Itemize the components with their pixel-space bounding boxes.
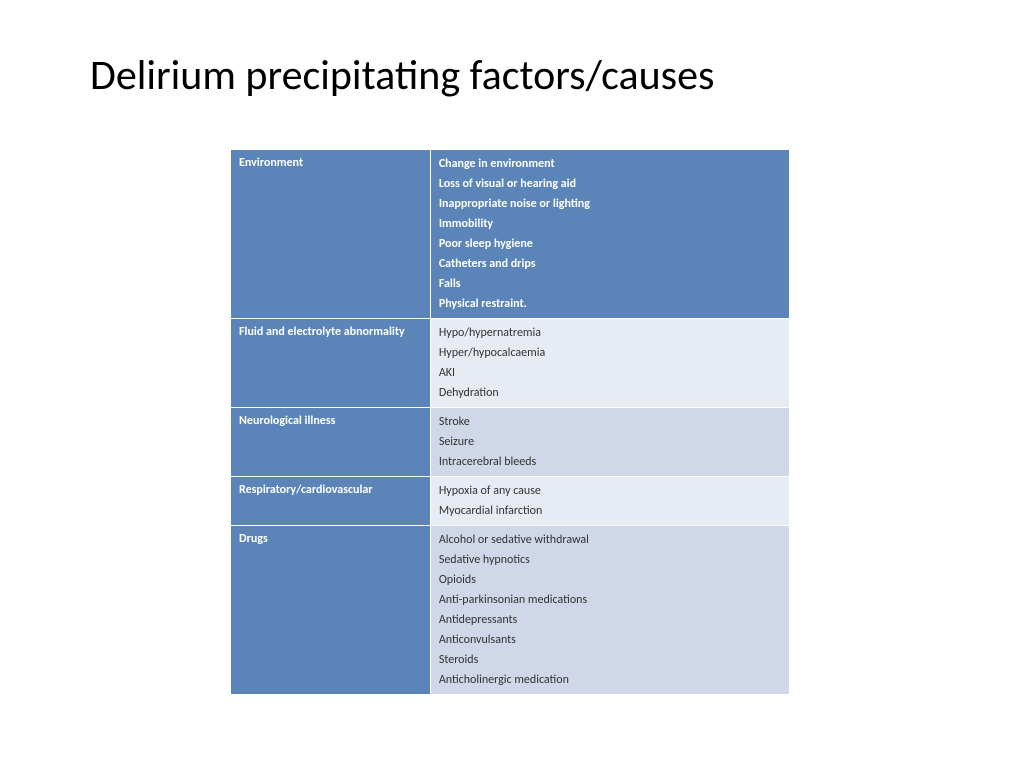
list-item: Hyper/hypocalcaemia xyxy=(439,343,781,363)
factors-table: EnvironmentChange in environmentLoss of … xyxy=(230,149,790,695)
list-item: Inappropriate noise or lighting xyxy=(439,194,781,214)
items-cell: StrokeSeizureIntracerebral bleeds xyxy=(430,408,789,477)
list-item: Anticholinergic medication xyxy=(439,670,781,690)
table-row: EnvironmentChange in environmentLoss of … xyxy=(231,150,790,319)
list-item: Steroids xyxy=(439,650,781,670)
list-item: Opioids xyxy=(439,570,781,590)
list-item: Dehydration xyxy=(439,383,781,403)
category-cell: Respiratory/cardiovascular xyxy=(231,477,431,526)
table-row: Neurological illnessStrokeSeizureIntrace… xyxy=(231,408,790,477)
items-cell: Hypo/hypernatremiaHyper/hypocalcaemiaAKI… xyxy=(430,319,789,408)
list-item: Anticonvulsants xyxy=(439,630,781,650)
list-item: Myocardial infarction xyxy=(439,501,781,521)
list-item: Poor sleep hygiene xyxy=(439,234,781,254)
category-cell: Environment xyxy=(231,150,431,319)
slide: Delirium precipitating factors/causes En… xyxy=(0,0,1024,768)
list-item: Hypo/hypernatremia xyxy=(439,323,781,343)
items-cell: Change in environmentLoss of visual or h… xyxy=(430,150,789,319)
category-cell: Neurological illness xyxy=(231,408,431,477)
items-cell: Alcohol or sedative withdrawalSedative h… xyxy=(430,526,789,695)
list-item: Alcohol or sedative withdrawal xyxy=(439,530,781,550)
list-item: Falls xyxy=(439,274,781,294)
list-item: Hypoxia of any cause xyxy=(439,481,781,501)
page-title: Delirium precipitating factors/causes xyxy=(90,50,934,101)
list-item: Sedative hypnotics xyxy=(439,550,781,570)
table-container: EnvironmentChange in environmentLoss of … xyxy=(230,149,790,695)
list-item: Change in environment xyxy=(439,154,781,174)
table-row: Fluid and electrolyte abnormalityHypo/hy… xyxy=(231,319,790,408)
list-item: Physical restraint. xyxy=(439,294,781,314)
list-item: Intracerebral bleeds xyxy=(439,452,781,472)
table-row: DrugsAlcohol or sedative withdrawalSedat… xyxy=(231,526,790,695)
list-item: Loss of visual or hearing aid xyxy=(439,174,781,194)
category-cell: Drugs xyxy=(231,526,431,695)
list-item: Stroke xyxy=(439,412,781,432)
list-item: AKI xyxy=(439,363,781,383)
list-item: Seizure xyxy=(439,432,781,452)
list-item: Immobility xyxy=(439,214,781,234)
table-row: Respiratory/cardiovascularHypoxia of any… xyxy=(231,477,790,526)
items-cell: Hypoxia of any causeMyocardial infarctio… xyxy=(430,477,789,526)
category-cell: Fluid and electrolyte abnormality xyxy=(231,319,431,408)
list-item: Antidepressants xyxy=(439,610,781,630)
list-item: Catheters and drips xyxy=(439,254,781,274)
list-item: Anti-parkinsonian medications xyxy=(439,590,781,610)
